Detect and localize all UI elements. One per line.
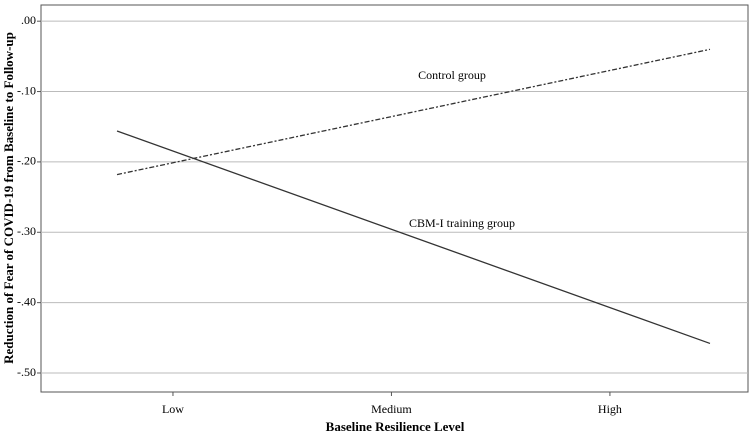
y-tick-label: -.40 — [17, 294, 36, 308]
series-line — [116, 48, 711, 176]
y-axis-title: Reduction of Fear of COVID-19 from Basel… — [1, 32, 16, 364]
y-tick-label: -.20 — [17, 154, 36, 168]
y-tick-label: .00 — [21, 13, 36, 27]
x-tick-label: Medium — [371, 402, 412, 416]
series-label: CBM-I training group — [409, 216, 515, 230]
y-tick-label: -.30 — [17, 224, 36, 238]
series-label: Control group — [418, 68, 486, 82]
x-tick-label: High — [598, 402, 622, 416]
y-tick-label: -.50 — [17, 365, 36, 379]
plot-frame — [40, 4, 749, 393]
x-axis-title: Baseline Resilience Level — [326, 419, 465, 434]
y-tick-label: -.10 — [17, 83, 36, 97]
x-tick-label: Low — [162, 402, 184, 416]
series-line — [116, 130, 711, 345]
